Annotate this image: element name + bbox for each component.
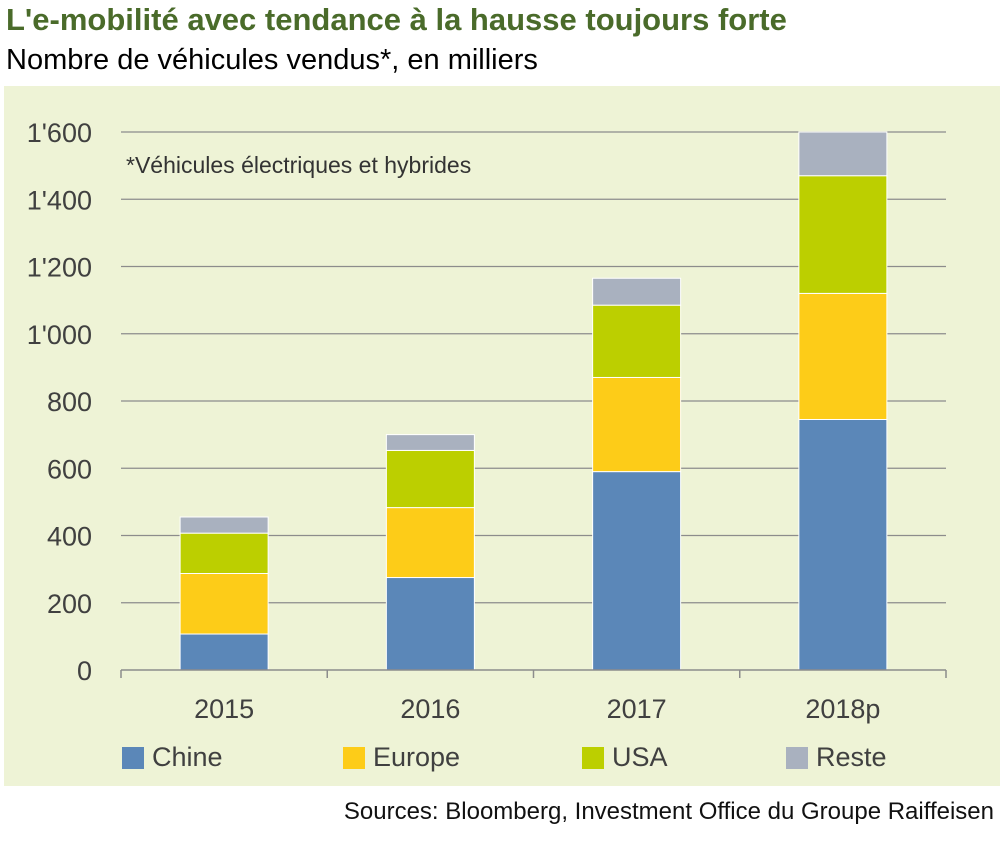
legend-label: Chine: [152, 742, 223, 772]
y-tick-label: 800: [47, 387, 92, 417]
bar-segment-europe: [179, 572, 269, 635]
y-tick-label: 1'400: [27, 185, 92, 215]
bar-segment-usa: [179, 532, 269, 574]
legend-item-europe: Europe: [343, 742, 460, 773]
bar-segment-chine: [592, 471, 682, 671]
x-axis-ticks: 2015 2016 2017 2018p: [194, 694, 880, 724]
bars: [179, 131, 888, 671]
y-tick-label: 200: [47, 589, 92, 619]
bar-segment-reste: [592, 277, 682, 306]
y-tick-label: 0: [77, 656, 92, 686]
legend-swatch: [122, 746, 144, 769]
x-tick-label: 2016: [400, 694, 460, 724]
legend-label: Reste: [816, 742, 887, 772]
bar-segment-europe: [798, 292, 888, 420]
x-tick-label: 2018p: [805, 694, 880, 724]
x-tick-label: 2015: [194, 694, 254, 724]
bar-segment-reste: [798, 131, 888, 177]
bar-segment-europe: [592, 376, 682, 473]
bar-segment-usa: [798, 175, 888, 294]
legend-label: Europe: [373, 742, 461, 772]
legend-swatch: [582, 746, 604, 769]
legend-swatch: [786, 746, 808, 769]
bar-segment-usa: [592, 304, 682, 378]
y-axis-ticks: 0 200 400 600 800 1'000 1'200 1'400 1'600: [27, 118, 92, 686]
y-tick-label: 600: [47, 454, 92, 484]
bar-segment-chine: [179, 633, 269, 671]
bar-segment-reste: [385, 434, 475, 451]
legend-item-usa: USA: [582, 742, 668, 773]
bar-segment-chine: [798, 418, 888, 671]
chart-subtitle: Nombre de véhicules vendus*, en milliers: [6, 44, 538, 76]
chart-note: *Véhicules électriques et hybrides: [126, 152, 472, 178]
legend-item-chine: Chine: [122, 742, 223, 773]
chart-title: L'e-mobilité avec tendance à la hausse t…: [6, 2, 787, 37]
bar-segment-usa: [385, 449, 475, 509]
legend-swatch: [343, 746, 365, 769]
bar-segment-chine: [385, 577, 475, 671]
legend-item-reste: Reste: [786, 742, 887, 773]
y-tick-label: 400: [47, 522, 92, 552]
source-note: Sources: Bloomberg, Investment Office du…: [343, 798, 994, 825]
legend-label: USA: [612, 742, 668, 772]
y-tick-label: 1'600: [27, 118, 92, 148]
bar-segment-europe: [385, 507, 475, 579]
y-tick-label: 1'000: [27, 320, 92, 350]
y-tick-label: 1'200: [27, 253, 92, 283]
x-axis: [120, 669, 947, 678]
x-tick-label: 2017: [607, 694, 667, 724]
bar-segment-reste: [179, 516, 269, 534]
